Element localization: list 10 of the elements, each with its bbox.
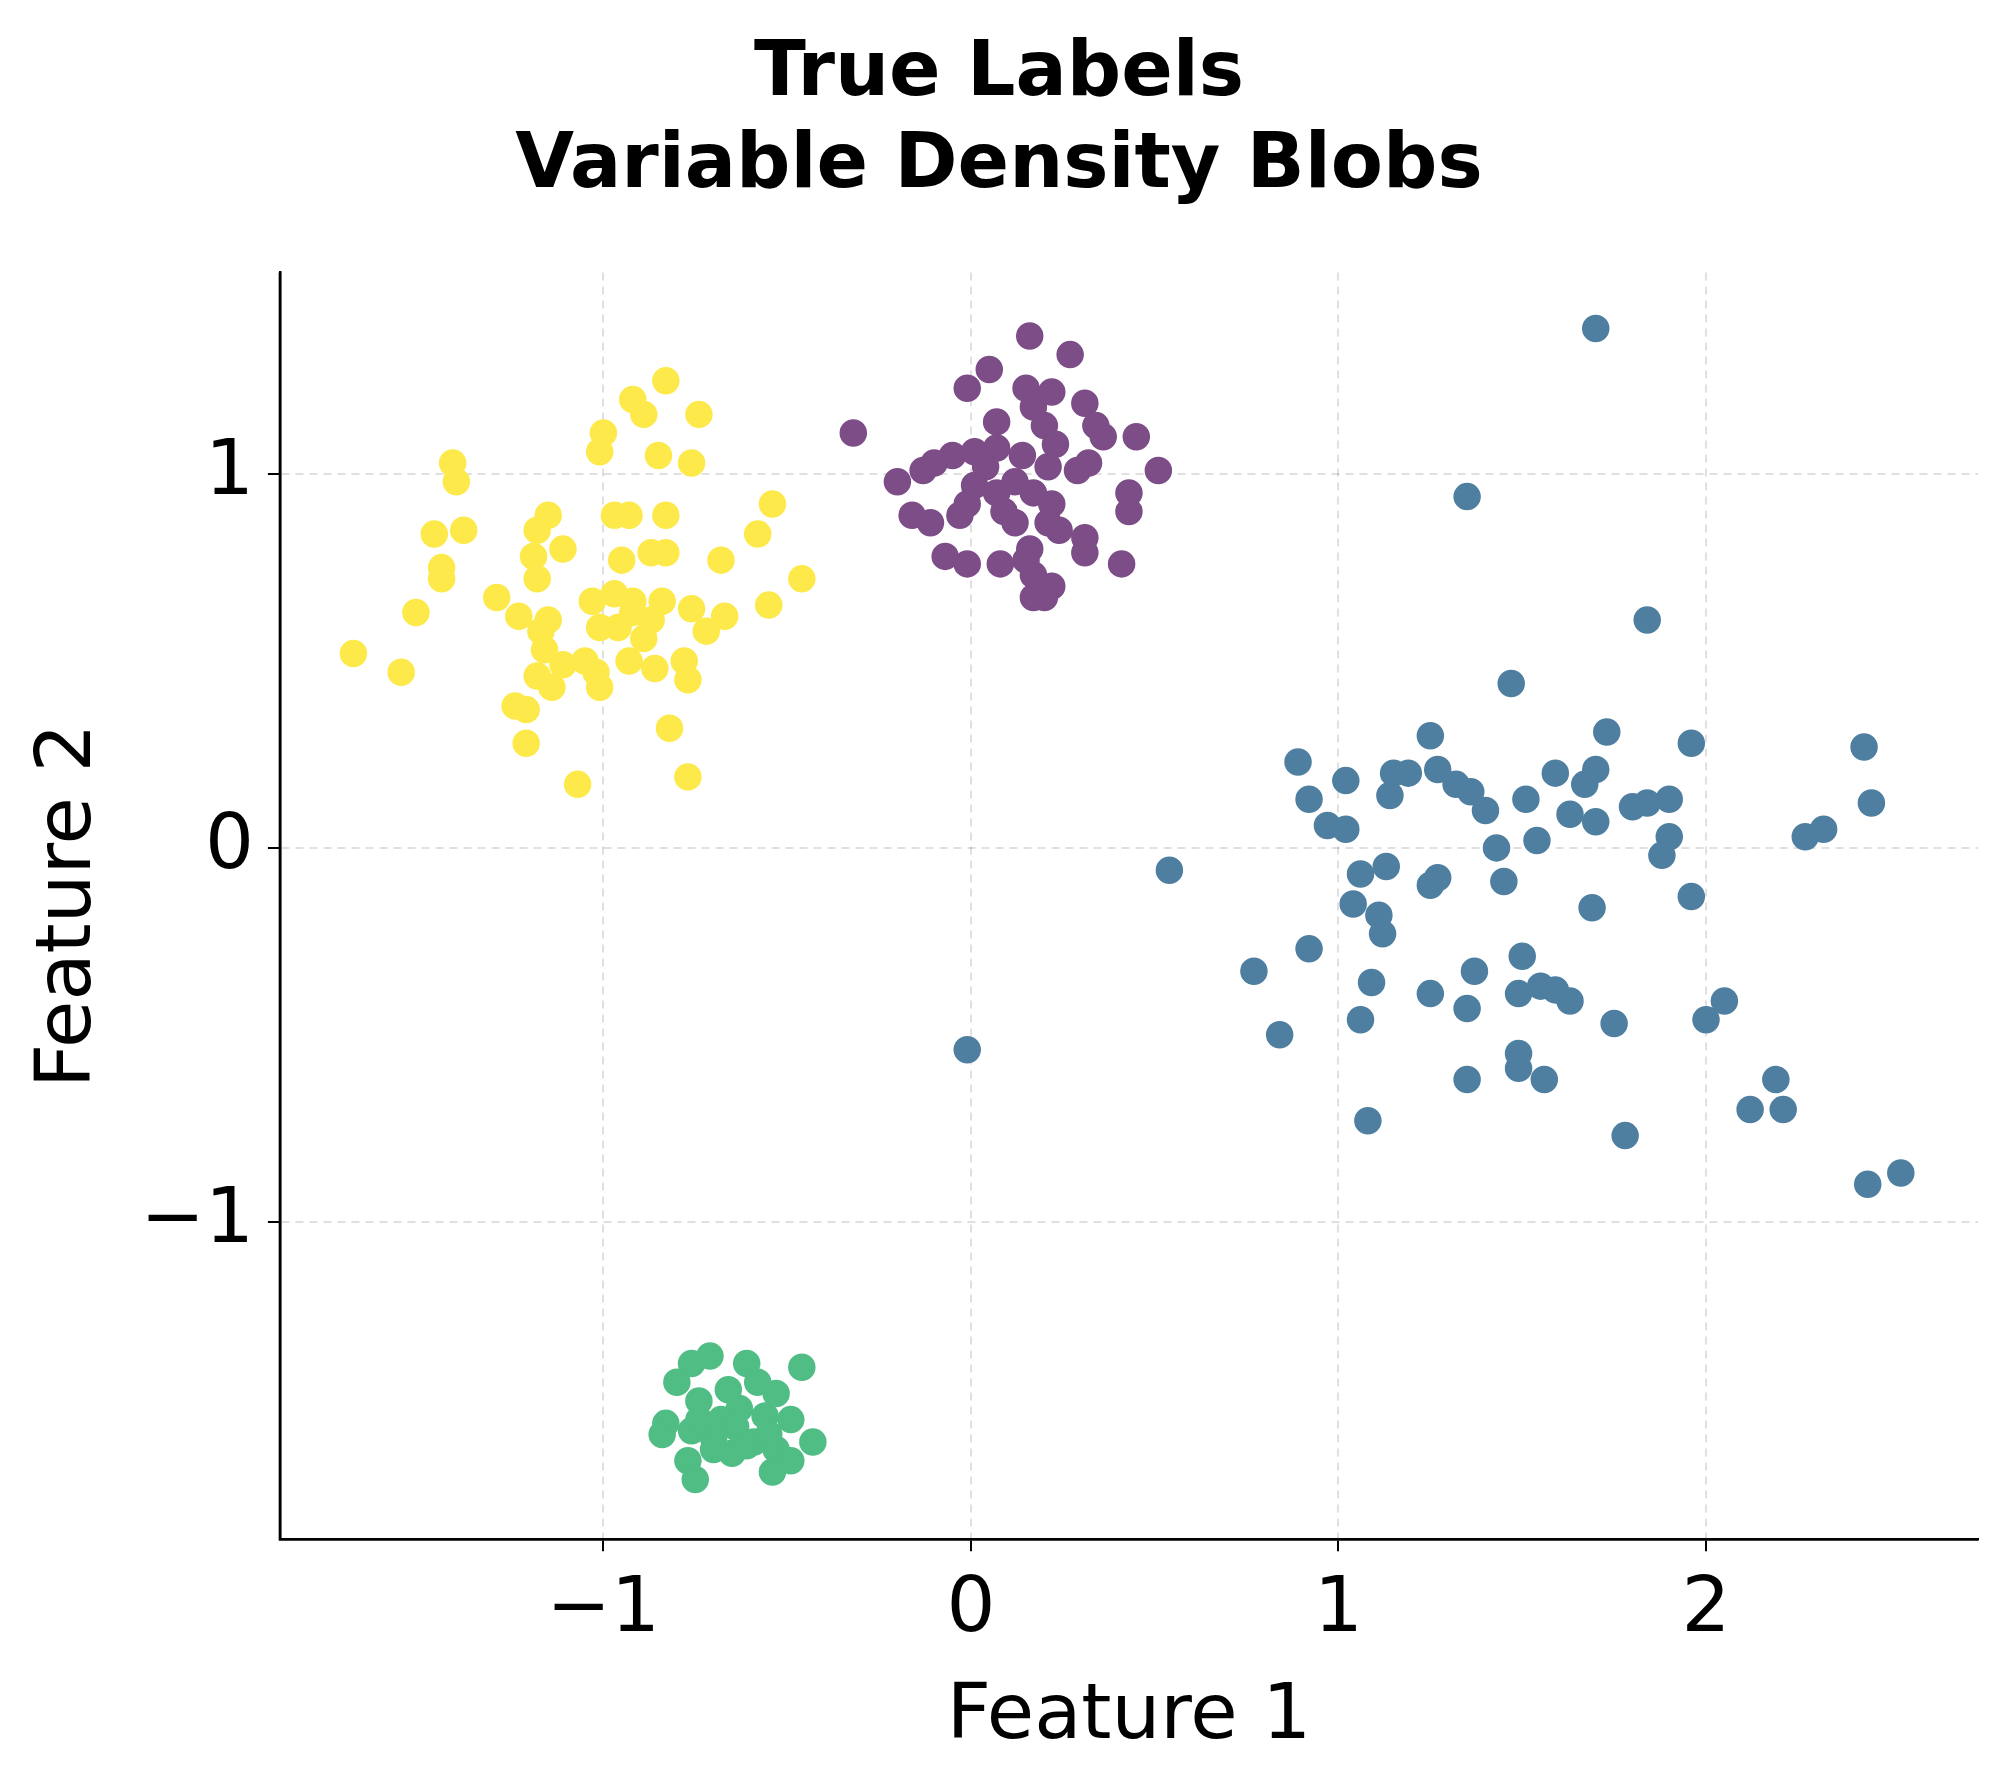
- y-axis-title: Feature 2: [19, 723, 109, 1089]
- x-tick-label: 2: [1681, 1560, 1731, 1650]
- y-tick-label: 0: [204, 796, 254, 886]
- x-tick-label: −1: [546, 1560, 661, 1650]
- chart-title: True Labels Variable Density Blobs: [515, 24, 1483, 205]
- y-tick-label: 1: [204, 423, 254, 513]
- x-tick-label: 0: [946, 1560, 996, 1650]
- y-tick-label: −1: [140, 1170, 254, 1260]
- x-axis-title: Feature 1: [946, 1666, 1312, 1756]
- x-tick-label: 1: [1313, 1560, 1363, 1650]
